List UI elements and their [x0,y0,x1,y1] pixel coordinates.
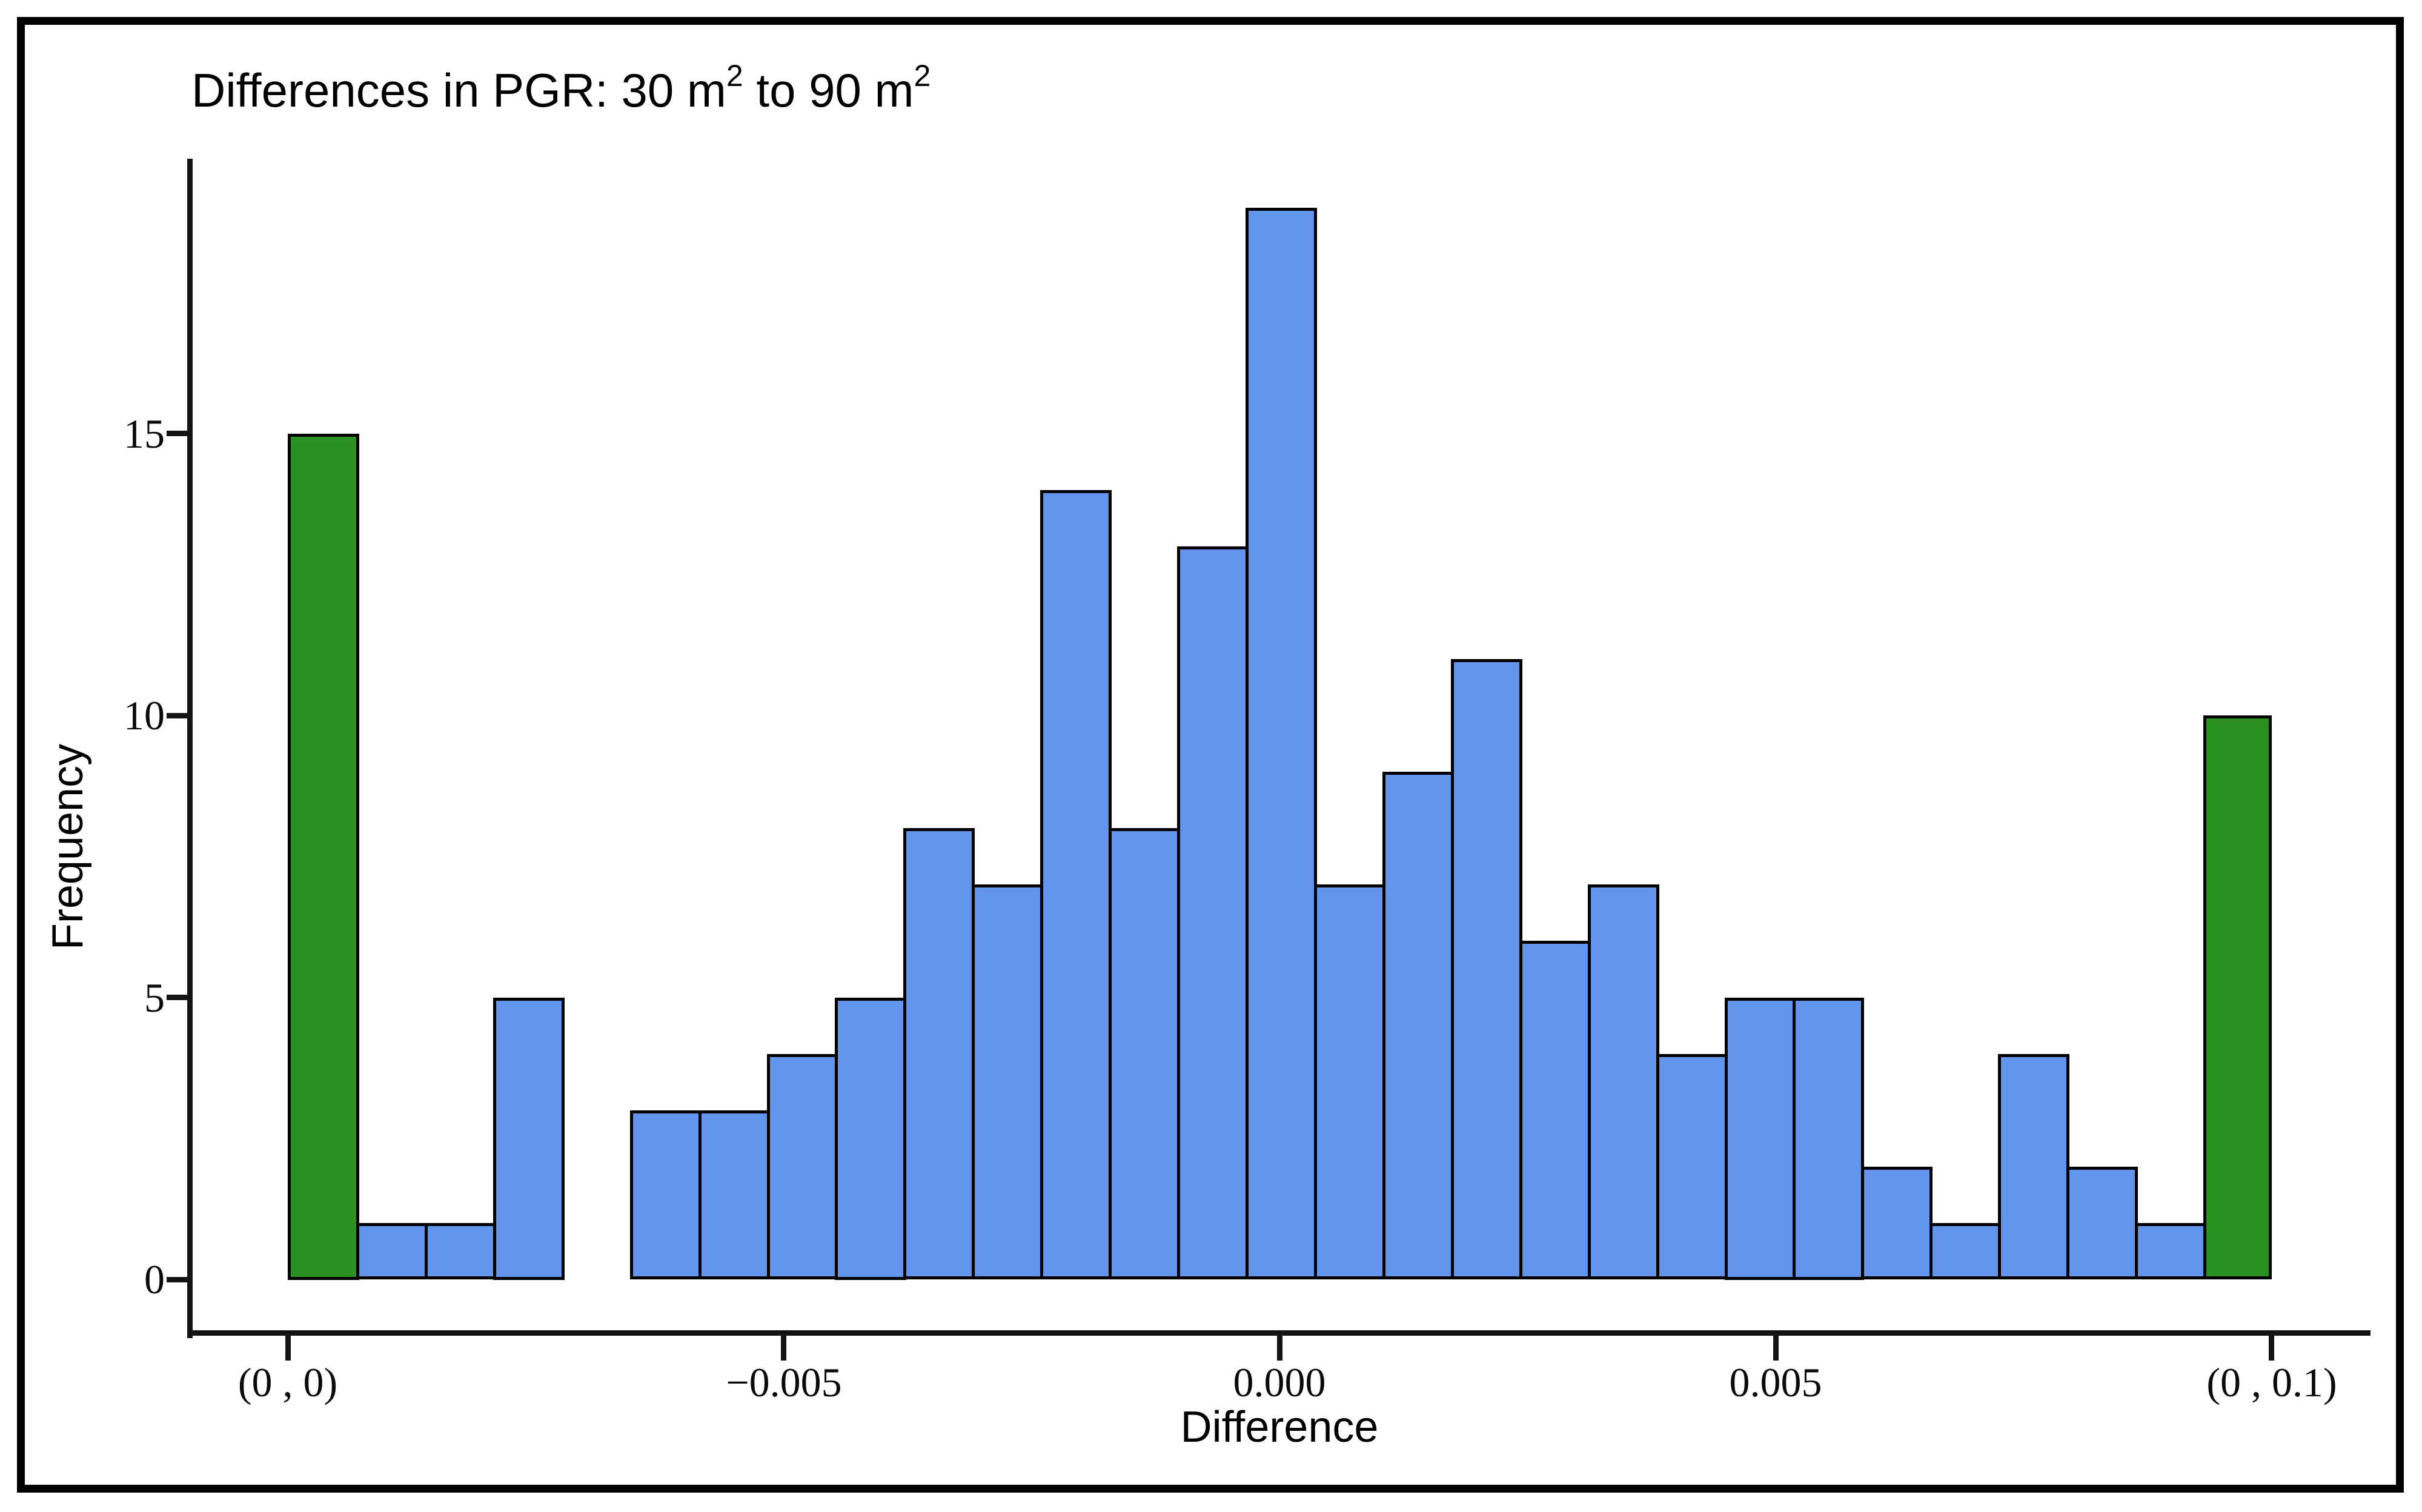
histogram-bar-26 [2066,1167,2138,1279]
x-tick-mark [2269,1333,2274,1361]
histogram-bar-13 [1177,546,1249,1279]
y-tick-label: 10 [124,692,165,738]
title-superscript: 2 [914,59,931,93]
histogram-bar-28 [2203,715,2272,1279]
histogram-bar-11 [1040,490,1112,1279]
histogram-bar-14 [1246,208,1317,1279]
histogram-bar-9 [903,828,975,1279]
histogram-bar-22 [1793,998,1864,1280]
y-tick-label: 0 [144,1256,165,1302]
x-tick-label: 0.005 [1729,1359,1822,1405]
histogram-bar-17 [1451,659,1522,1279]
title-superscript: 2 [726,59,743,93]
histogram-bar-23 [1861,1167,1933,1279]
histogram-bar-8 [835,998,906,1280]
histogram-bar-3 [493,998,565,1280]
title-text: to 90 m [743,64,914,117]
histogram-bar-25 [1998,1054,2069,1279]
x-tick-mark [1277,1333,1282,1361]
y-axis-title: Frequency [44,743,92,950]
x-tick-mark [781,1333,786,1361]
histogram-bar-16 [1382,772,1454,1279]
y-tick-mark [167,995,190,1000]
histogram-bar-27 [2135,1223,2206,1279]
chart-title: Differences in PGR: 30 m2 to 90 m2 [191,61,931,114]
x-axis-title: Difference [1180,1403,1379,1451]
histogram-bar-7 [767,1054,838,1279]
histogram-bar-2 [425,1223,496,1279]
histogram-bar-5 [630,1110,702,1279]
histogram-bar-15 [1314,884,1385,1279]
histogram-bar-24 [1929,1223,2001,1279]
histogram-bar-21 [1725,998,1796,1280]
y-axis-line [187,159,193,1338]
y-tick-mark [167,431,190,436]
x-tick-mark [1773,1333,1779,1361]
x-tick-label: −0.005 [726,1359,842,1405]
x-tick-label: (0 , 0) [237,1359,338,1405]
histogram-bar-10 [972,884,1043,1279]
title-text: Differences in PGR: 30 m [191,64,726,117]
histogram-bar-12 [1109,828,1180,1279]
y-tick-mark [167,713,190,718]
histogram-bar-19 [1588,884,1659,1279]
x-tick-mark [285,1333,291,1361]
histogram-bar-0 [288,434,359,1280]
histogram-bar-6 [698,1110,770,1279]
x-tick-label: (0 , 0.1) [2206,1359,2337,1405]
x-tick-label: 0.000 [1233,1359,1326,1405]
y-tick-label: 5 [144,975,165,1021]
y-tick-label: 15 [124,411,165,457]
y-tick-mark [167,1277,190,1282]
histogram-bar-1 [356,1223,428,1279]
histogram-bar-20 [1656,1054,1728,1279]
histogram-bar-18 [1519,941,1591,1279]
